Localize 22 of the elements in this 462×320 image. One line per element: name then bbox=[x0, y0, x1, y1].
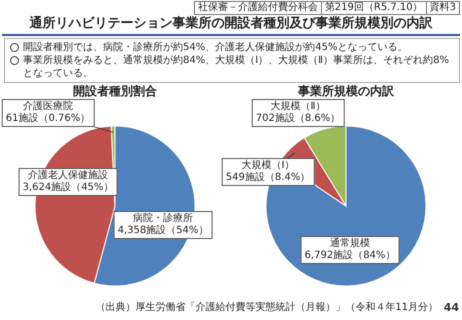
text: 開設者種別では、病院・診療所が約54%、介護老人保健施設が約45%となっている。 bbox=[23, 42, 408, 53]
slice-label: 介護医療院 bbox=[22, 101, 74, 112]
data-label: 3,624施設（45%） bbox=[22, 182, 114, 194]
slice-label: 通常規模 bbox=[329, 238, 371, 250]
text: 資料3 bbox=[426, 2, 459, 14]
slice-label: 病院・診療所 bbox=[132, 213, 194, 224]
chart-title: 開設者種別割合 bbox=[72, 84, 158, 98]
text: 社保審－介護給付費分科会 bbox=[196, 2, 319, 14]
data-label: 4,358施設（54%） bbox=[118, 225, 208, 237]
text: 事業所規模をみると、通常規模が約84%、大規模（Ⅰ）、大規模（Ⅱ）事業所は、それぞれ約8%となっている。 bbox=[23, 55, 449, 79]
text: （出典）厚生労働省「介護給付費等実態統計（月報）」（令和４年11月分） bbox=[95, 302, 438, 314]
text: 第219回（R5.7.10） bbox=[320, 2, 426, 14]
text: 44 bbox=[444, 301, 459, 314]
slice-label: 大規模（Ⅱ） bbox=[270, 101, 326, 112]
slice-label: 介護老人保健施設 bbox=[27, 170, 109, 182]
slice-label: 大規模（Ⅰ） bbox=[240, 160, 296, 172]
data-label: 61施設（0.76%） bbox=[6, 113, 90, 125]
chart-title: 事業所規模の内訳 bbox=[297, 84, 395, 98]
data-label: 549施設（8.4%） bbox=[226, 172, 310, 184]
data-label: 6,792施設（84%） bbox=[304, 250, 396, 262]
text: 通所リハビリテーション事業所の開設者種別及び事業所規模別の内訳 bbox=[28, 16, 434, 32]
data-label: 702施設（8.6%） bbox=[256, 113, 340, 125]
